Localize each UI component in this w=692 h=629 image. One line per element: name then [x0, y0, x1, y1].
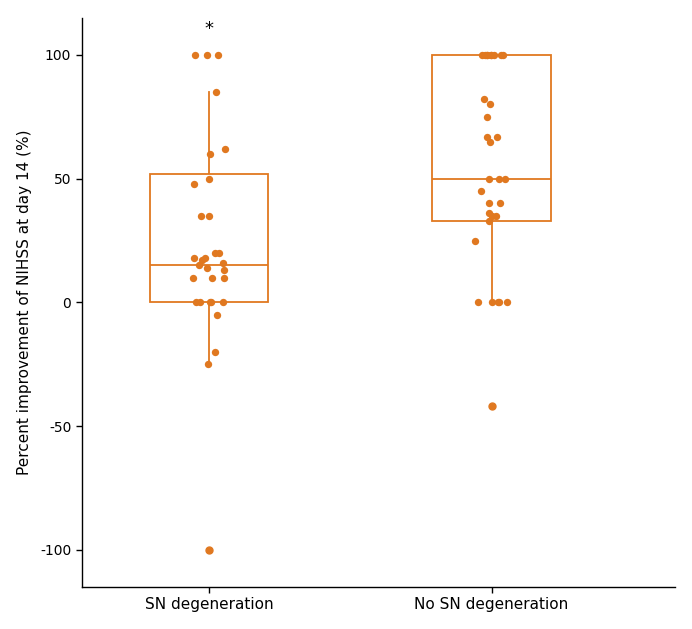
- Point: [212, 309, 223, 320]
- Point: [480, 50, 491, 60]
- Point: [484, 198, 495, 208]
- Point: [196, 255, 207, 265]
- Point: [191, 298, 202, 308]
- Point: [194, 260, 205, 270]
- Point: [482, 50, 493, 60]
- Point: [202, 359, 213, 369]
- Text: *: *: [204, 19, 213, 38]
- Point: [493, 298, 504, 308]
- Point: [205, 298, 216, 308]
- Point: [217, 298, 228, 308]
- Point: [502, 298, 513, 308]
- Point: [491, 211, 502, 221]
- Point: [203, 174, 215, 184]
- Point: [189, 253, 200, 263]
- FancyBboxPatch shape: [149, 174, 268, 303]
- Point: [493, 298, 504, 308]
- Point: [217, 258, 228, 268]
- Point: [205, 149, 216, 159]
- Point: [486, 50, 497, 60]
- Point: [484, 99, 495, 109]
- Point: [202, 263, 213, 273]
- Point: [486, 211, 498, 221]
- Point: [218, 265, 229, 276]
- Point: [210, 248, 221, 258]
- Point: [195, 211, 206, 221]
- Point: [491, 131, 502, 142]
- Point: [498, 50, 509, 60]
- Point: [478, 94, 489, 104]
- Point: [189, 50, 200, 60]
- Point: [189, 179, 200, 189]
- Point: [188, 272, 199, 282]
- Point: [482, 50, 493, 60]
- Point: [213, 50, 224, 60]
- Point: [484, 136, 495, 147]
- Point: [472, 298, 483, 308]
- Point: [493, 174, 504, 184]
- Point: [494, 198, 505, 208]
- Point: [469, 235, 480, 245]
- Point: [485, 50, 496, 60]
- Point: [194, 298, 206, 308]
- Point: [201, 50, 212, 60]
- Point: [484, 208, 495, 218]
- Point: [475, 186, 486, 196]
- Point: [483, 216, 494, 226]
- Point: [495, 50, 507, 60]
- Point: [203, 211, 215, 221]
- Point: [219, 144, 230, 154]
- Point: [219, 272, 230, 282]
- Point: [214, 248, 225, 258]
- Point: [199, 253, 210, 263]
- Point: [209, 347, 220, 357]
- Point: [483, 174, 494, 184]
- Point: [489, 50, 500, 60]
- Point: [481, 112, 492, 122]
- Point: [482, 131, 493, 142]
- Point: [487, 298, 498, 308]
- Point: [211, 87, 222, 97]
- Point: [204, 298, 215, 308]
- Point: [207, 272, 218, 282]
- Point: [476, 50, 487, 60]
- FancyBboxPatch shape: [432, 55, 551, 221]
- Y-axis label: Percent improvement of NIHSS at day 14 (%): Percent improvement of NIHSS at day 14 (…: [17, 130, 32, 475]
- Point: [500, 174, 511, 184]
